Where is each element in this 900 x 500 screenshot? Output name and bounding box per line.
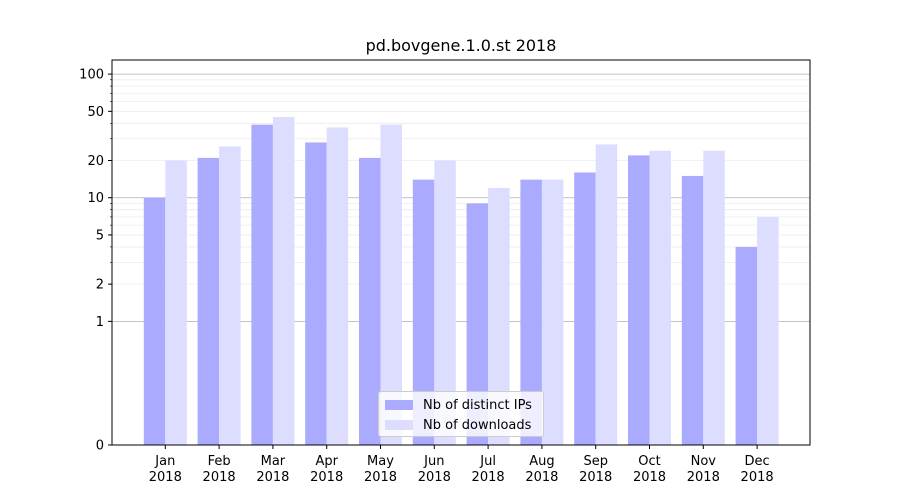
legend-item-downloads: Nb of downloads [385, 416, 531, 434]
bar-downloads-5 [380, 124, 402, 445]
bar-downloads-9 [595, 144, 618, 445]
x-tick-label: Sep 2018 [579, 454, 612, 485]
y-tick-label: 5 [96, 228, 104, 243]
bar-ips-1 [143, 197, 166, 445]
legend: Nb of distinct IPs Nb of downloads [378, 391, 544, 437]
bar-ips-4 [305, 142, 327, 445]
legend-swatch-ips [385, 400, 413, 410]
bar-ips-6 [412, 179, 435, 446]
bar-downloads-10 [649, 150, 671, 445]
bars-layer [143, 116, 779, 446]
x-tick-label: Dec 2018 [741, 454, 774, 485]
bar-downloads-11 [703, 150, 725, 445]
bar-ips-8 [520, 179, 542, 446]
bar-downloads-4 [326, 127, 349, 446]
x-tick-label: Mar 2018 [256, 454, 289, 485]
bar-downloads-8 [541, 179, 564, 446]
bar-ips-2 [197, 157, 220, 446]
x-axis: Jan 2018 Feb 2018 Mar 2018 Apr 2018 May 2018 Jun 20… [149, 445, 774, 485]
y-tick-label: 100 [79, 68, 104, 83]
bar-ips-11 [681, 175, 704, 445]
x-tick-label: Apr 2018 [310, 454, 343, 485]
y-tick-label: 0 [96, 439, 104, 454]
y-tick-label: 20 [87, 154, 104, 169]
x-tick-label: Oct 2018 [633, 454, 666, 485]
bar-downloads-2 [219, 146, 241, 445]
y-tick-label: 50 [87, 105, 104, 120]
bar-ips-3 [251, 124, 273, 445]
bar-downloads-3 [272, 116, 295, 445]
bar-downloads-6 [434, 160, 456, 445]
y-axis: 0 1 2 5 10 20 50 100 [79, 68, 112, 454]
bar-downloads-1 [165, 160, 187, 445]
x-tick-label: Jun 2018 [418, 454, 451, 485]
x-tick-label: Jul 2018 [472, 454, 505, 485]
bar-downloads-12 [757, 216, 779, 445]
bar-ips-5 [359, 157, 381, 446]
legend-swatch-downloads [385, 420, 413, 430]
chart-title: pd.bovgene.1.0.st 2018 [365, 36, 557, 55]
x-tick-label: Aug 2018 [525, 454, 558, 485]
x-tick-label: May 2018 [364, 454, 397, 485]
x-tick-label: Jan 2018 [149, 454, 182, 485]
bar-ips-9 [574, 172, 596, 446]
bar-ips-12 [735, 246, 758, 445]
legend-label-ips: Nb of distinct IPs [423, 397, 532, 413]
y-tick-label: 1 [96, 315, 104, 330]
x-tick-label: Feb 2018 [203, 454, 236, 485]
bar-ips-7 [466, 203, 489, 445]
bar-downloads-7 [488, 187, 510, 445]
y-tick-label: 2 [96, 278, 104, 293]
y-tick-label: 10 [87, 191, 104, 206]
plot-frame [111, 59, 811, 446]
legend-item-ips: Nb of distinct IPs [385, 396, 532, 414]
x-tick-label: Nov 2018 [687, 454, 720, 485]
legend-label-downloads: Nb of downloads [423, 417, 532, 433]
bar-ips-10 [628, 155, 650, 445]
